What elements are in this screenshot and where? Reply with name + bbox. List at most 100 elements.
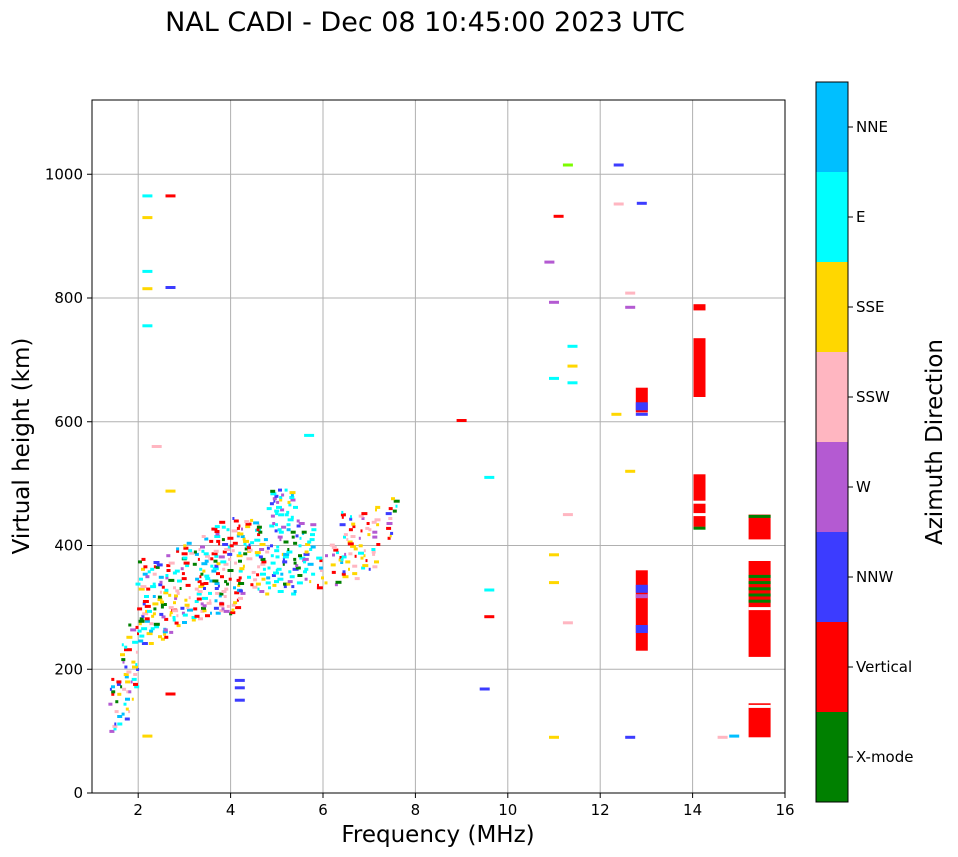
echo-mark <box>221 607 225 611</box>
echo-mark <box>562 163 573 167</box>
echo-mark <box>256 573 260 577</box>
echo-mark <box>625 469 636 473</box>
echo-mark <box>352 525 356 529</box>
echo-mark <box>208 557 213 561</box>
echo-mark <box>274 529 278 533</box>
echo-mark <box>153 607 157 611</box>
x-tick-label: 4 <box>226 801 236 819</box>
echo-mark <box>635 584 648 593</box>
echo-mark <box>202 596 208 600</box>
echo-mark <box>275 512 279 516</box>
echo-mark <box>165 489 176 493</box>
echo-mark <box>200 572 204 576</box>
echo-mark <box>174 621 179 625</box>
echo-mark <box>613 163 624 167</box>
echo-mark <box>126 635 133 639</box>
echo-mark <box>213 606 219 610</box>
echo-mark <box>257 533 261 537</box>
echo-mark <box>309 548 313 551</box>
echo-mark <box>144 617 150 621</box>
echo-mark <box>169 611 173 615</box>
echo-mark <box>241 527 243 531</box>
echo-mark <box>243 542 247 546</box>
echo-mark <box>304 433 315 437</box>
echo-mark <box>230 611 236 615</box>
echo-mark <box>142 602 146 606</box>
echo-mark <box>124 665 128 669</box>
echo-mark <box>255 553 260 557</box>
echo-mark <box>184 603 190 607</box>
echo-mark <box>335 580 342 584</box>
echo-mark <box>275 523 278 527</box>
echo-mark <box>287 500 291 504</box>
y-tick-label: 400 <box>54 537 83 555</box>
echo-mark <box>131 697 134 701</box>
echo-mark <box>239 567 245 571</box>
echo-mark <box>137 632 139 636</box>
echo-mark <box>274 580 279 584</box>
echo-mark <box>181 611 185 615</box>
echo-mark <box>163 591 169 595</box>
echo-mark <box>310 523 317 527</box>
echo-block <box>635 570 648 651</box>
echo-mark <box>131 660 136 664</box>
echo-mark <box>160 603 167 606</box>
echo-mark <box>340 557 344 561</box>
echo-mark <box>134 685 140 689</box>
echo-mark <box>316 556 323 560</box>
echo-mark <box>229 544 234 548</box>
echo-mark <box>343 533 348 537</box>
echo-mark <box>186 606 190 610</box>
echo-mark <box>240 535 245 538</box>
echo-mark <box>544 260 555 264</box>
echo-mark <box>120 685 123 689</box>
echo-mark <box>168 593 172 597</box>
echo-mark <box>297 574 303 577</box>
echo-mark <box>182 556 188 560</box>
echo-mark <box>265 550 270 554</box>
echo-mark <box>233 586 236 590</box>
echo-mark <box>174 596 178 600</box>
echo-mark <box>124 675 129 679</box>
echo-mark <box>219 592 224 596</box>
echo-block <box>693 338 706 397</box>
echo-mark <box>293 505 298 509</box>
echo-mark <box>141 567 145 571</box>
echo-mark <box>372 530 378 534</box>
echo-mark <box>258 530 263 534</box>
echo-mark <box>358 544 363 548</box>
echo-mark <box>238 569 243 573</box>
echo-mark <box>365 559 368 563</box>
echo-mark <box>251 570 256 574</box>
y-axis-label: Virtual height (km) <box>9 338 35 555</box>
echo-mark <box>227 569 234 572</box>
echo-mark <box>290 493 294 497</box>
colorbar-label: E <box>856 208 865 226</box>
echo-mark <box>151 445 162 448</box>
echo-mark <box>238 559 242 563</box>
echo-mark <box>176 614 179 618</box>
echo-mark <box>342 575 349 579</box>
echo-mark <box>234 686 245 690</box>
echo-mark <box>201 549 205 553</box>
echo-mark <box>257 587 260 591</box>
echo-mark <box>142 600 149 603</box>
echo-mark <box>748 599 771 603</box>
echo-mark <box>390 531 394 535</box>
echo-mark <box>218 555 225 559</box>
echo-mark <box>125 680 131 684</box>
echo-mark <box>236 598 239 602</box>
echo-mark <box>265 581 271 585</box>
echo-mark <box>221 590 227 593</box>
echo-mark <box>317 583 319 587</box>
echo-mark <box>278 488 282 492</box>
echo-mark <box>214 564 219 568</box>
echo-mark <box>376 543 381 546</box>
echo-mark <box>341 572 346 576</box>
echo-mark <box>236 578 241 582</box>
echo-mark <box>184 598 188 602</box>
echo-mark <box>291 592 297 596</box>
echo-mark <box>132 640 139 644</box>
echo-mark <box>253 521 260 525</box>
